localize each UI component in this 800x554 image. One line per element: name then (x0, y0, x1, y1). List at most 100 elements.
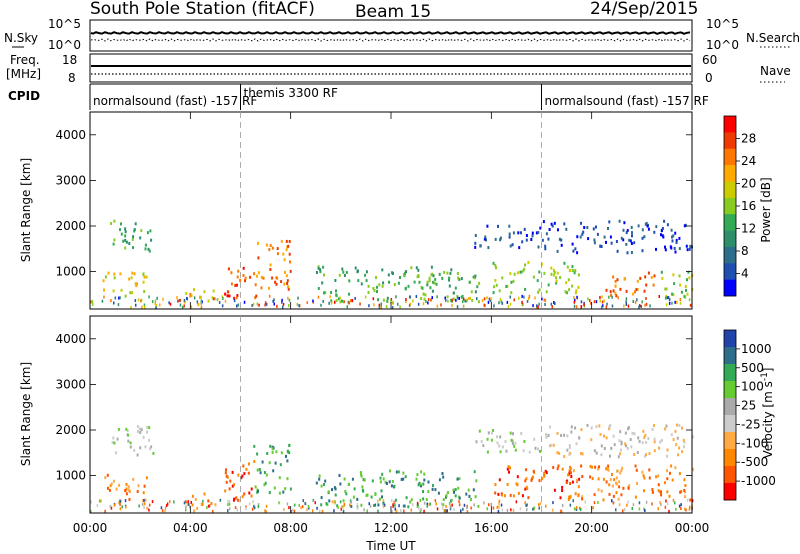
data-cell (545, 290, 548, 294)
data-cell (601, 295, 603, 299)
data-cell (122, 239, 125, 243)
data-cell (525, 468, 528, 472)
data-cell (512, 279, 515, 283)
data-cell (505, 449, 508, 453)
data-cell (490, 431, 493, 435)
data-cell (684, 285, 687, 288)
data-cell (307, 505, 310, 508)
data-cell (625, 303, 628, 306)
data-cell (506, 508, 509, 512)
data-cell (651, 490, 654, 494)
data-cell (410, 508, 412, 512)
data-cell (668, 298, 671, 302)
data-cell (613, 443, 616, 447)
data-cell (268, 461, 271, 465)
data-cell (257, 271, 260, 275)
data-cell (599, 295, 601, 299)
data-cell (162, 297, 164, 301)
data-cell (543, 471, 546, 475)
data-cell (683, 478, 686, 482)
data-cell (377, 499, 379, 503)
data-cell (644, 509, 646, 512)
data-cell (552, 508, 554, 512)
data-cell (125, 483, 128, 486)
data-cell (236, 296, 238, 300)
data-cell (412, 299, 414, 303)
data-cell (541, 297, 543, 301)
data-cell (571, 242, 574, 246)
data-cell (509, 431, 512, 435)
data-cell (161, 509, 164, 513)
data-cell (226, 294, 229, 298)
data-cell (635, 468, 638, 472)
data-cell (597, 488, 600, 492)
data-cell (260, 275, 263, 279)
data-cell (394, 507, 396, 511)
data-cell (445, 504, 447, 508)
data-cell (498, 301, 500, 305)
data-cell (530, 478, 533, 482)
data-cell (276, 276, 279, 280)
data-cell (556, 431, 559, 435)
data-cell (472, 488, 475, 492)
colorbar-tick-label: 100 (741, 380, 764, 394)
data-cell (528, 297, 530, 300)
data-cell (548, 228, 551, 231)
data-cell (675, 238, 678, 242)
data-cell (408, 303, 411, 307)
data-cell (679, 298, 682, 301)
data-cell (526, 299, 529, 303)
data-cell (104, 275, 107, 279)
data-cell (683, 440, 686, 444)
data-cell (319, 509, 321, 513)
data-cell (381, 472, 384, 476)
data-cell (599, 244, 602, 248)
data-cell (350, 299, 352, 303)
data-cell (139, 236, 142, 240)
data-cell (344, 489, 347, 493)
data-cell (574, 492, 577, 496)
data-cell (653, 449, 656, 453)
data-cell (312, 299, 314, 303)
data-cell (266, 452, 269, 455)
colorbar-swatch (724, 432, 736, 450)
data-cell (645, 283, 648, 287)
data-cell (457, 276, 460, 280)
data-cell (273, 486, 276, 490)
data-cell (136, 490, 139, 493)
data-cell (442, 498, 445, 502)
data-cell (224, 292, 227, 296)
data-cell (124, 499, 127, 503)
data-cell (678, 446, 681, 450)
data-cell (121, 505, 123, 509)
data-cell (553, 221, 556, 225)
data-cell (518, 296, 520, 300)
data-cell (572, 499, 574, 503)
data-cell (235, 283, 238, 287)
data-cell (688, 247, 691, 251)
data-cell (92, 302, 94, 306)
data-cell (580, 305, 583, 308)
data-cell (638, 507, 641, 511)
data-cell (275, 450, 278, 454)
data-cell (166, 504, 168, 508)
data-cell (288, 298, 291, 302)
data-cell (634, 464, 637, 468)
data-cell (422, 292, 425, 296)
data-cell (336, 504, 339, 508)
data-cell (317, 266, 320, 270)
data-cell (670, 246, 673, 250)
data-cell (544, 247, 547, 251)
data-cell (130, 305, 132, 309)
data-cell (599, 432, 602, 436)
data-cell (499, 435, 502, 439)
data-cell (318, 474, 321, 478)
data-cell (365, 270, 368, 274)
data-cell (190, 305, 193, 309)
data-cell (293, 509, 296, 513)
data-cell (552, 443, 555, 447)
data-cell (554, 302, 556, 305)
data-cell (665, 424, 668, 428)
data-cell (276, 304, 278, 308)
data-cell (124, 227, 127, 231)
